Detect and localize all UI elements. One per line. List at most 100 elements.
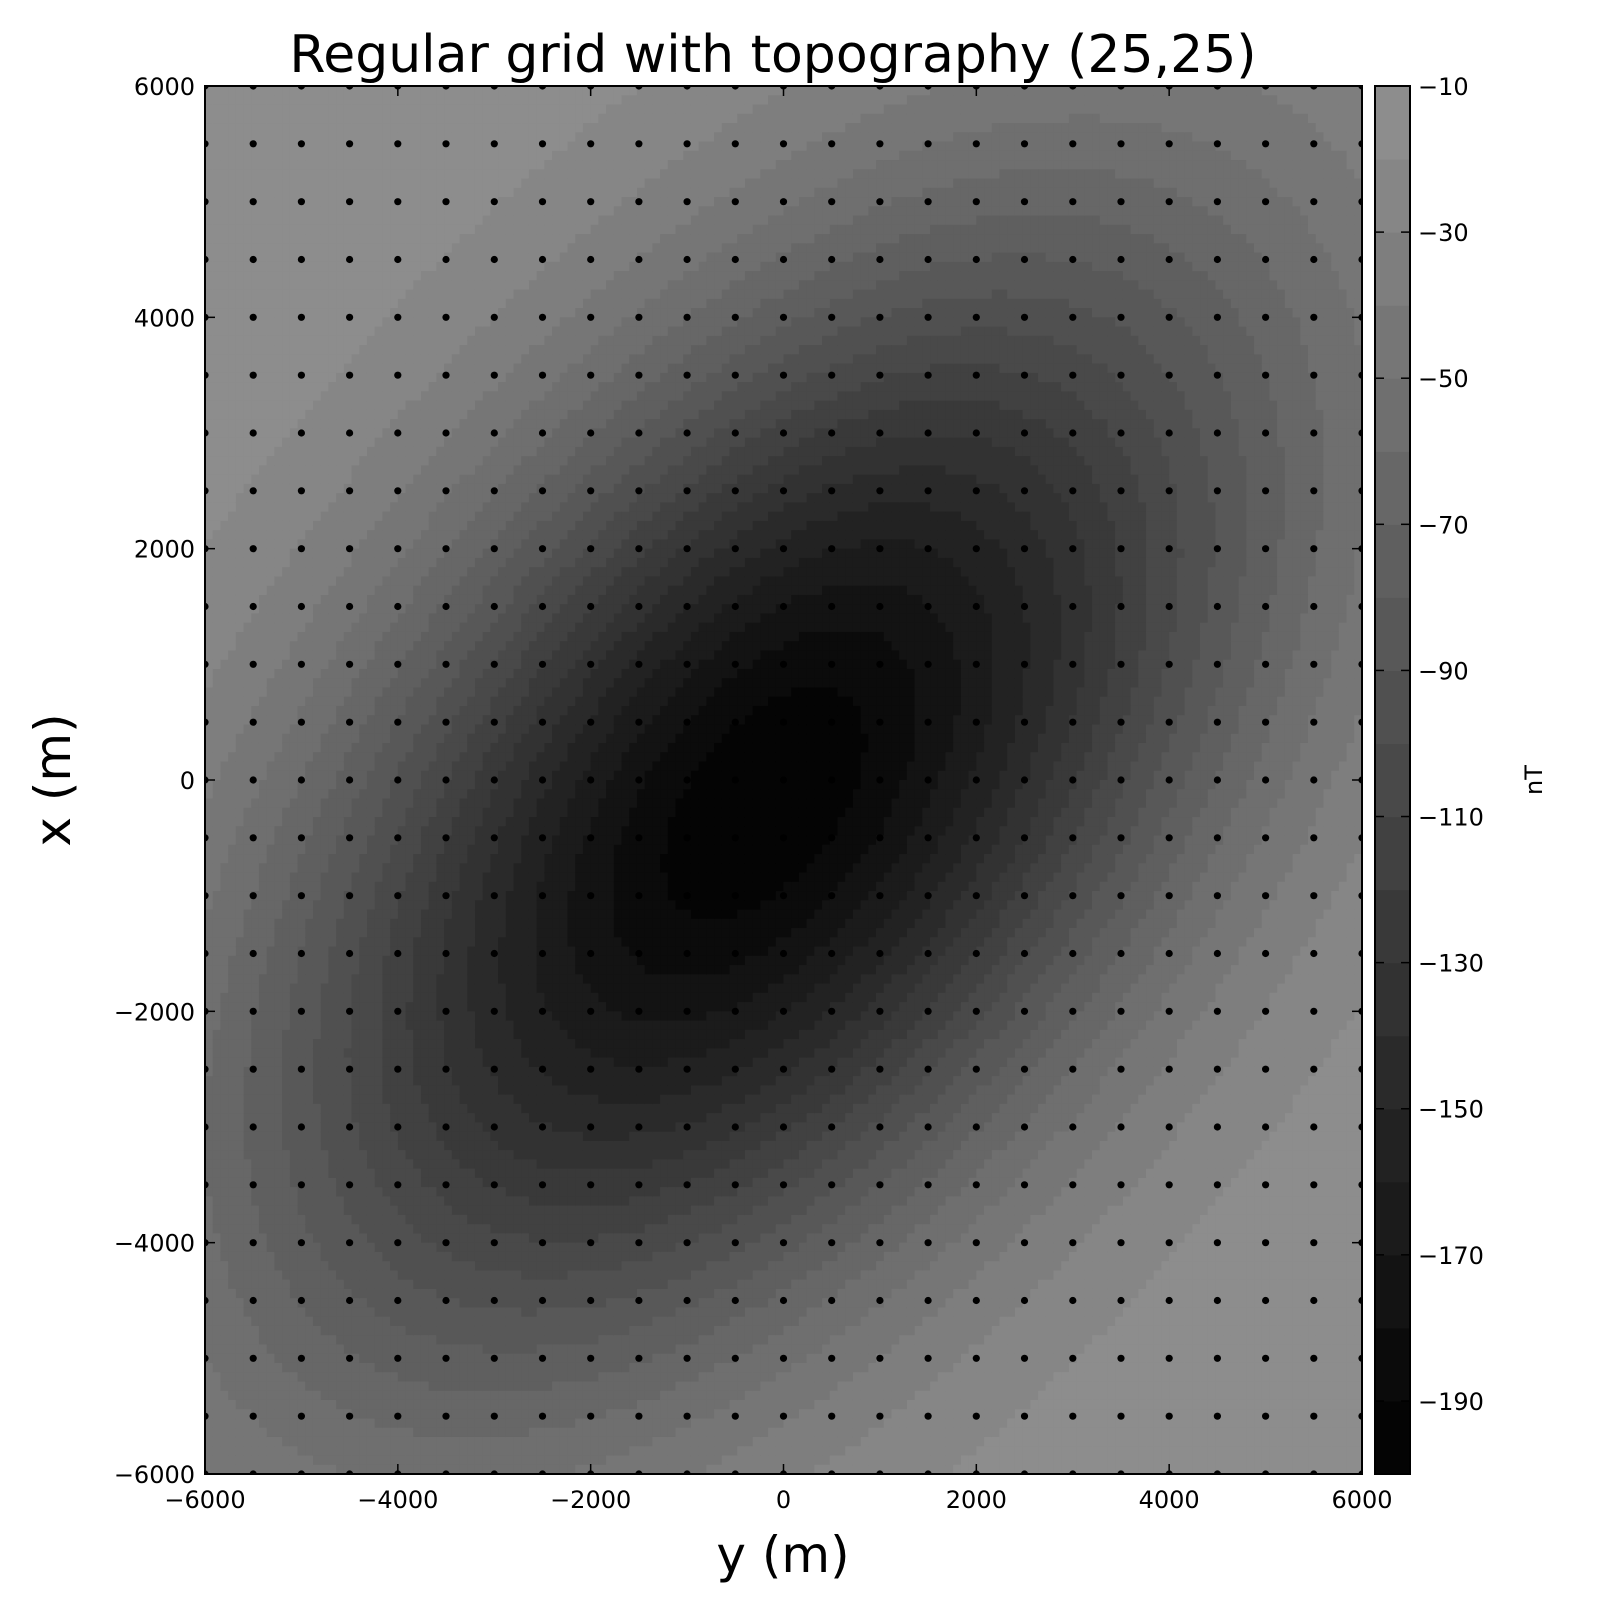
- contour-cell: [460, 354, 468, 364]
- contour-cell: [375, 1344, 383, 1354]
- contour-cell: [444, 225, 452, 235]
- contour-cell: [398, 327, 406, 337]
- contour-cell: [282, 965, 290, 975]
- contour-cell: [213, 382, 221, 392]
- contour-cell: [244, 290, 252, 300]
- contour-cell: [228, 317, 236, 327]
- contour-cell: [406, 225, 414, 235]
- contour-cell: [220, 308, 228, 318]
- contour-cell: [367, 253, 375, 263]
- contour-cell: [429, 928, 437, 938]
- contour-cell: [421, 743, 429, 753]
- contour-cell: [452, 567, 460, 577]
- contour-cell: [421, 160, 429, 170]
- contour-cell: [390, 1437, 398, 1447]
- contour-cell: [282, 197, 290, 207]
- contour-cell: [375, 391, 383, 401]
- contour-cell: [390, 1381, 398, 1391]
- contour-cell: [313, 493, 321, 503]
- contour-cell: [267, 836, 275, 846]
- contour-cell: [421, 947, 429, 957]
- contour-cell: [452, 1446, 460, 1456]
- contour-cell: [367, 1233, 375, 1243]
- contour-cell: [398, 1455, 406, 1465]
- contour-cell: [429, 151, 437, 161]
- contour-cell: [205, 697, 213, 707]
- contour-cell: [213, 493, 221, 503]
- contour-cell: [359, 910, 367, 920]
- contour-cell: [436, 493, 444, 503]
- contour-cell: [251, 1132, 259, 1142]
- contour-cell: [406, 512, 414, 522]
- contour-cell: [220, 169, 228, 179]
- contour-cell: [290, 576, 298, 586]
- contour-cell: [413, 715, 421, 725]
- contour-cell: [251, 401, 259, 411]
- contour-cell: [328, 179, 336, 189]
- contour-cell: [444, 1085, 452, 1095]
- contour-cell: [220, 863, 228, 873]
- contour-cell: [444, 854, 452, 864]
- contour-cell: [313, 984, 321, 994]
- contour-cell: [367, 826, 375, 836]
- contour-cell: [382, 660, 390, 670]
- contour-cell: [274, 345, 282, 355]
- contour-cell: [244, 456, 252, 466]
- contour-cell: [390, 724, 398, 734]
- contour-cell: [244, 1252, 252, 1262]
- contour-cell: [367, 743, 375, 753]
- contour-cell: [398, 845, 406, 855]
- contour-cell: [359, 558, 367, 568]
- contour-cell: [352, 1095, 360, 1105]
- contour-cell: [367, 382, 375, 392]
- contour-cell: [367, 1381, 375, 1391]
- contour-cell: [352, 1326, 360, 1336]
- contour-cell: [328, 1363, 336, 1373]
- contour-cell: [413, 1187, 421, 1197]
- contour-cell: [282, 95, 290, 105]
- contour-cell: [413, 1141, 421, 1151]
- contour-cell: [282, 937, 290, 947]
- contour-cell: [328, 1381, 336, 1391]
- contour-cell: [421, 1187, 429, 1197]
- contour-cell: [375, 567, 383, 577]
- contour-cell: [413, 1067, 421, 1077]
- contour-cell: [290, 854, 298, 864]
- contour-cell: [413, 956, 421, 966]
- contour-cell: [390, 974, 398, 984]
- contour-cell: [321, 243, 329, 253]
- contour-cell: [406, 1159, 414, 1169]
- contour-cell: [429, 1307, 437, 1317]
- contour-cell: [436, 1206, 444, 1216]
- contour-cell: [328, 771, 336, 781]
- contour-cell: [390, 1252, 398, 1262]
- contour-cell: [220, 752, 228, 762]
- contour-cell: [367, 900, 375, 910]
- contour-cell: [359, 706, 367, 716]
- contour-cell: [344, 1215, 352, 1225]
- contour-cell: [352, 1418, 360, 1428]
- contour-cell: [220, 1076, 228, 1086]
- contour-cell: [220, 826, 228, 836]
- contour-cell: [429, 650, 437, 660]
- contour-cell: [282, 1178, 290, 1188]
- contour-cell: [290, 836, 298, 846]
- contour-cell: [321, 724, 329, 734]
- contour-cell: [282, 845, 290, 855]
- contour-cell: [375, 512, 383, 522]
- contour-cell: [228, 539, 236, 549]
- contour-cell: [382, 715, 390, 725]
- contour-cell: [274, 271, 282, 281]
- contour-cell: [328, 1122, 336, 1132]
- contour-cell: [352, 1363, 360, 1373]
- contour-cell: [328, 1437, 336, 1447]
- contour-cell: [413, 1132, 421, 1142]
- contour-cell: [321, 799, 329, 809]
- contour-cell: [413, 234, 421, 244]
- contour-cell: [267, 1206, 275, 1216]
- contour-cell: [244, 863, 252, 873]
- contour-cell: [429, 188, 437, 198]
- contour-cell: [328, 1391, 336, 1401]
- contour-cell: [382, 1011, 390, 1021]
- contour-cell: [274, 715, 282, 725]
